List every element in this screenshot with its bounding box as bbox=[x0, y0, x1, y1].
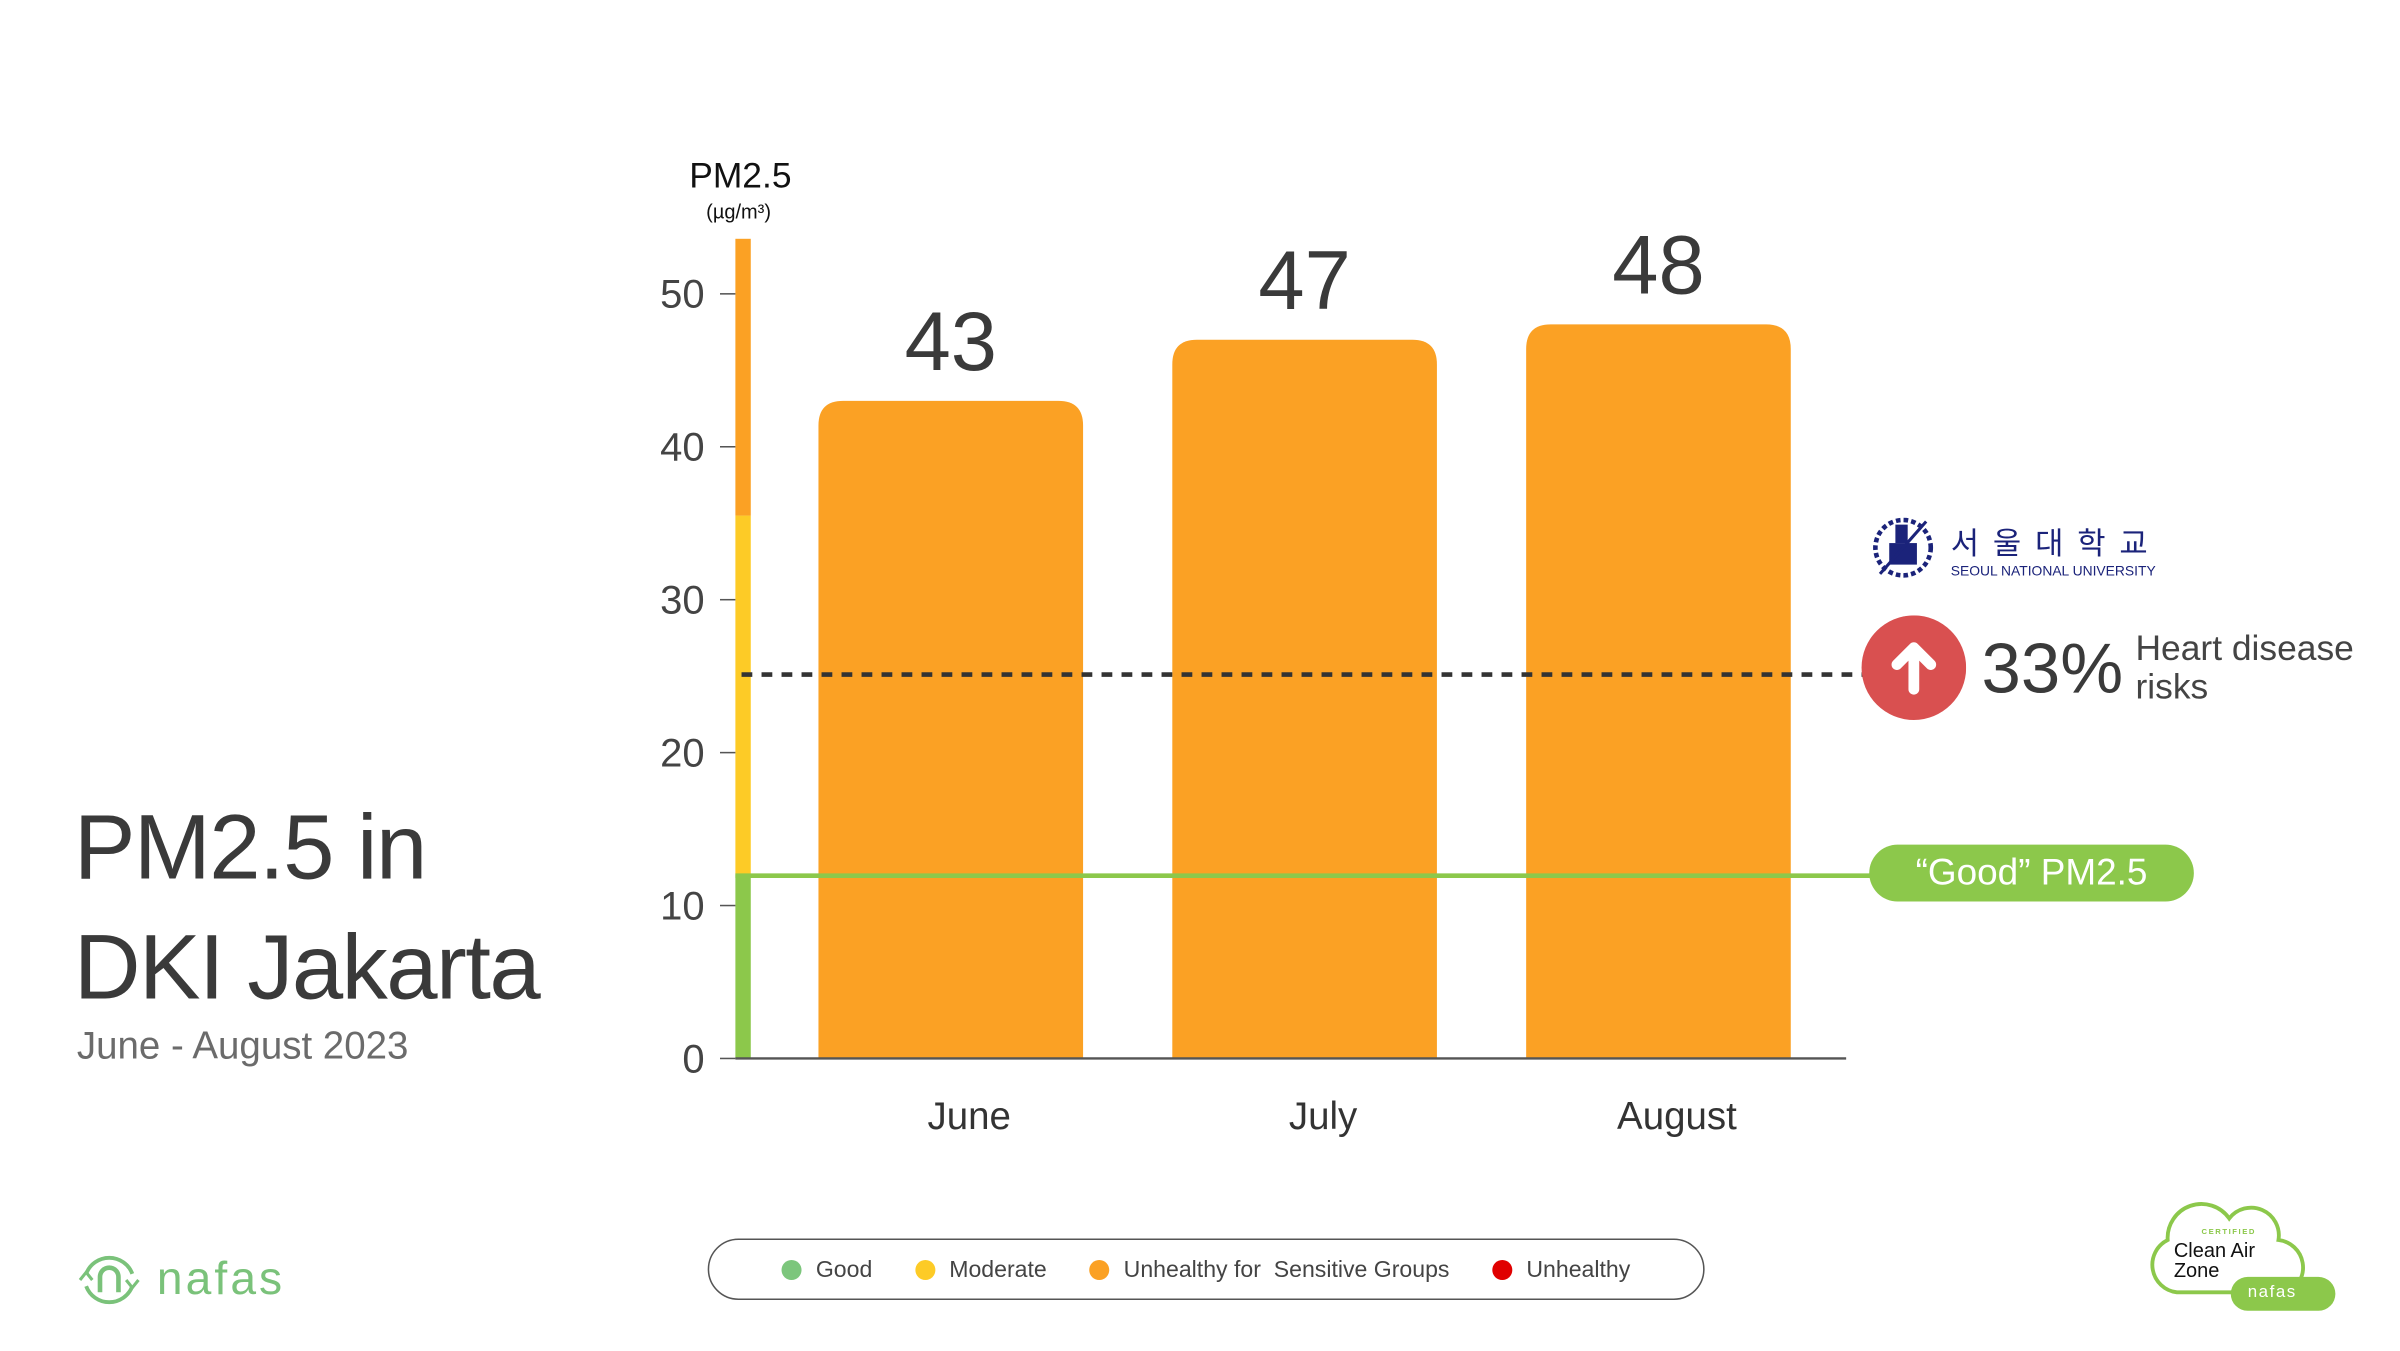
risk-text-2: risks bbox=[2135, 666, 2209, 707]
nafas-logo: nafas bbox=[77, 1249, 285, 1311]
snu-logo: 서울대학교 SEOUL NATIONAL UNIVERSITY bbox=[1871, 515, 2162, 580]
snu-korean-name: 서울대학교 bbox=[1950, 523, 2162, 561]
y-tick-label: 10 bbox=[660, 884, 704, 928]
clean-air-zone-badge: CERTIFIED Clean Air Zone nafas bbox=[2146, 1197, 2338, 1314]
page-title: PM2.5 in DKI Jakarta bbox=[73, 788, 541, 1028]
data-label: 43 bbox=[905, 295, 997, 388]
bar bbox=[1526, 324, 1791, 1059]
y-tick-label: 30 bbox=[660, 579, 704, 623]
snu-english-name: SEOUL NATIONAL UNIVERSITY bbox=[1950, 562, 2156, 578]
legend-item-good: Good bbox=[781, 1256, 873, 1283]
bar bbox=[1172, 339, 1437, 1059]
x-tick-label: August bbox=[1617, 1095, 1737, 1138]
good-threshold-label: “Good” PM2.5 bbox=[1869, 844, 2194, 902]
title-line-2: DKI Jakarta bbox=[73, 915, 541, 1019]
legend-item-moderate: Moderate bbox=[915, 1256, 1047, 1283]
legend: Good Moderate Unhealthy for Sensitive Gr… bbox=[707, 1238, 1705, 1300]
legend-item-unhealthy: Unhealthy bbox=[1492, 1256, 1631, 1283]
nafas-logo-icon bbox=[78, 1255, 140, 1305]
snu-emblem-icon bbox=[1873, 517, 1934, 578]
badge-certified: CERTIFIED bbox=[2201, 1227, 2256, 1237]
risk-percent: 33% bbox=[1981, 627, 2124, 708]
subtitle: June - August 2023 bbox=[76, 1024, 409, 1068]
x-tick-label: June bbox=[928, 1095, 1011, 1138]
legend-label: Unhealthy bbox=[1526, 1256, 1631, 1283]
legend-label: Good bbox=[815, 1256, 873, 1283]
data-label: 47 bbox=[1258, 234, 1350, 327]
legend-dot bbox=[915, 1259, 936, 1280]
y-tick-label: 50 bbox=[660, 273, 704, 317]
scale-band bbox=[735, 238, 751, 516]
legend-dot bbox=[781, 1259, 802, 1280]
y-axis-title: PM2.5 bbox=[689, 155, 792, 196]
brand-name: nafas bbox=[156, 1253, 286, 1305]
y-tick-label: 20 bbox=[660, 731, 704, 775]
x-tick-label: July bbox=[1289, 1095, 1358, 1138]
legend-label: Moderate bbox=[949, 1256, 1047, 1283]
heart-risk-callout: 33% Heart disease risks bbox=[1861, 615, 2354, 720]
badge-line-2: Zone bbox=[2173, 1258, 2220, 1282]
badge-line-1: Clean Air bbox=[2173, 1238, 2255, 1262]
y-axis-unit: (µg/m³) bbox=[706, 199, 772, 224]
cloud-icon bbox=[2150, 1202, 2336, 1311]
arrow-up-icon bbox=[1861, 615, 1967, 720]
scale-band bbox=[735, 515, 751, 875]
y-tick-label: 40 bbox=[660, 426, 704, 470]
scale-band bbox=[735, 874, 751, 1059]
legend-item-usg: Unhealthy for Sensitive Groups bbox=[1089, 1256, 1450, 1283]
bar bbox=[818, 400, 1084, 1059]
risk-text-1: Heart disease bbox=[2135, 627, 2354, 668]
legend-label: Unhealthy for Sensitive Groups bbox=[1123, 1256, 1450, 1283]
legend-dot bbox=[1089, 1259, 1110, 1280]
data-label: 48 bbox=[1612, 219, 1704, 312]
title-line-1: PM2.5 in bbox=[73, 795, 428, 899]
legend-dot bbox=[1492, 1259, 1513, 1280]
badge-brand: nafas bbox=[2247, 1283, 2297, 1302]
y-tick-label: 0 bbox=[682, 1037, 704, 1081]
